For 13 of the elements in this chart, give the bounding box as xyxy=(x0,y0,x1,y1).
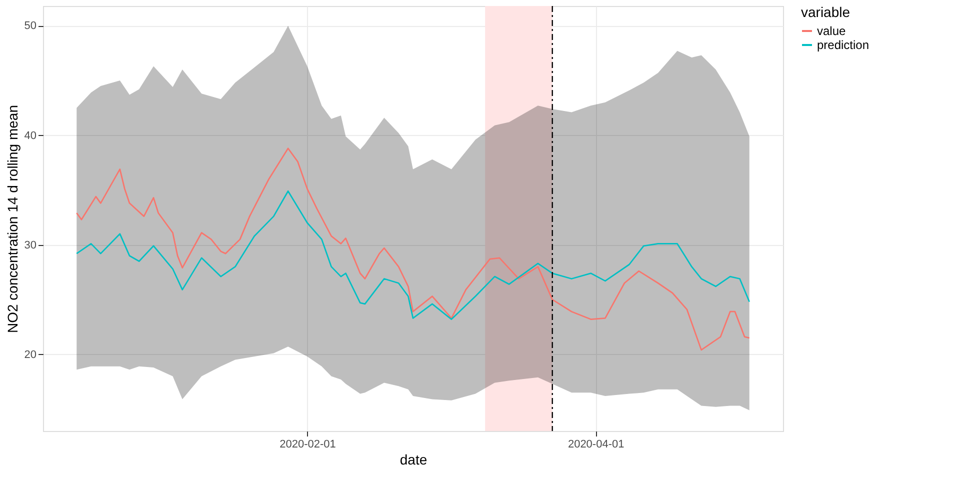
x-tick-label: 2020-02-01 xyxy=(280,438,336,450)
y-axis-title: NO2 concentration 14 d rolling mean xyxy=(4,104,20,334)
x-tick-label: 2020-04-01 xyxy=(568,438,624,450)
legend-title: variable xyxy=(801,4,850,20)
legend-label: prediction xyxy=(817,38,870,52)
line-series xyxy=(76,190,750,320)
legend-label: value xyxy=(817,24,846,38)
y-tick-label: 30 xyxy=(24,239,36,252)
y-tick-label: 40 xyxy=(24,130,36,142)
line-series xyxy=(76,148,750,351)
y-tick-label: 50 xyxy=(24,20,36,32)
x-axis-title: date xyxy=(400,452,428,468)
y-tick-label: 20 xyxy=(24,348,36,361)
